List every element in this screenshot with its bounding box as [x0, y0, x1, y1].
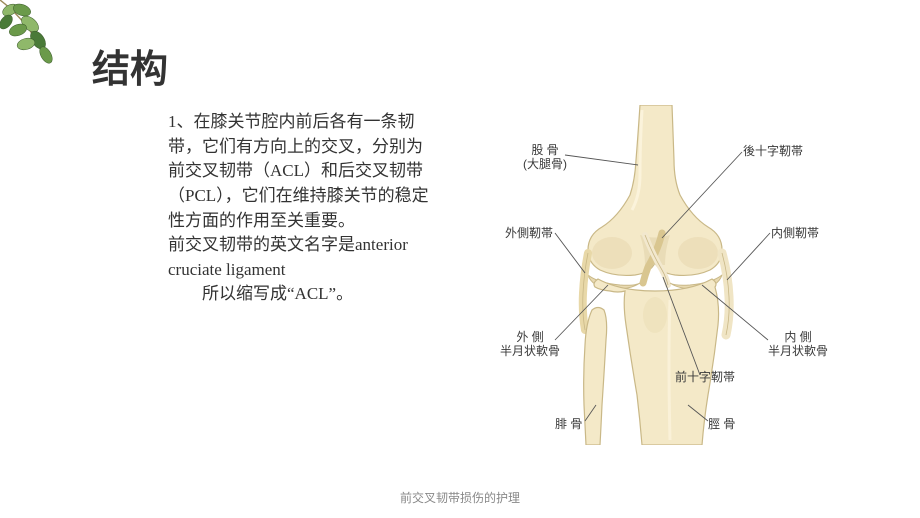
label-pcl: 後十字靭帯	[743, 144, 803, 158]
label-lat-men-l1: 外 側	[500, 330, 560, 344]
label-femur: 股 骨 (大腿骨)	[523, 143, 567, 172]
label-fibula: 腓 骨	[555, 417, 582, 431]
label-lat-men-l2: 半月状軟骨	[500, 344, 560, 358]
paragraph-3: 所以缩写成“ACL”。	[168, 282, 438, 307]
label-femur-l1: 股 骨	[523, 143, 567, 157]
body-text: 1、在膝关节腔内前后各有一条韧带，它们有方向上的交叉，分别为前交叉韧带（ACL）…	[168, 110, 438, 307]
footer-text: 前交叉韧带损伤的护理	[400, 489, 520, 506]
label-medial-meniscus: 内 側 半月状軟骨	[768, 330, 828, 359]
label-lateral-lig: 外側靭帯	[505, 226, 553, 240]
label-femur-l2: (大腿骨)	[523, 157, 567, 171]
page-title: 结构	[92, 38, 168, 93]
paragraph-2: 前交叉韧带的英文名字是anterior cruciate ligament	[168, 233, 438, 282]
label-lateral-meniscus: 外 側 半月状軟骨	[500, 330, 560, 359]
paragraph-1: 1、在膝关节腔内前后各有一条韧带，它们有方向上的交叉，分别为前交叉韧带（ACL）…	[168, 110, 438, 233]
label-medial-lig: 内側靭帯	[771, 226, 819, 240]
knee-diagram: 股 骨 (大腿骨) 後十字靭帯 外側靭帯 内側靭帯 外 側 半月状軟骨 内 側 …	[470, 105, 840, 445]
leaf-decoration	[0, 0, 65, 70]
label-med-men-l1: 内 側	[768, 330, 828, 344]
label-med-men-l2: 半月状軟骨	[768, 344, 828, 358]
label-tibia: 脛 骨	[708, 417, 735, 431]
label-acl: 前十字靭帯	[675, 370, 735, 384]
